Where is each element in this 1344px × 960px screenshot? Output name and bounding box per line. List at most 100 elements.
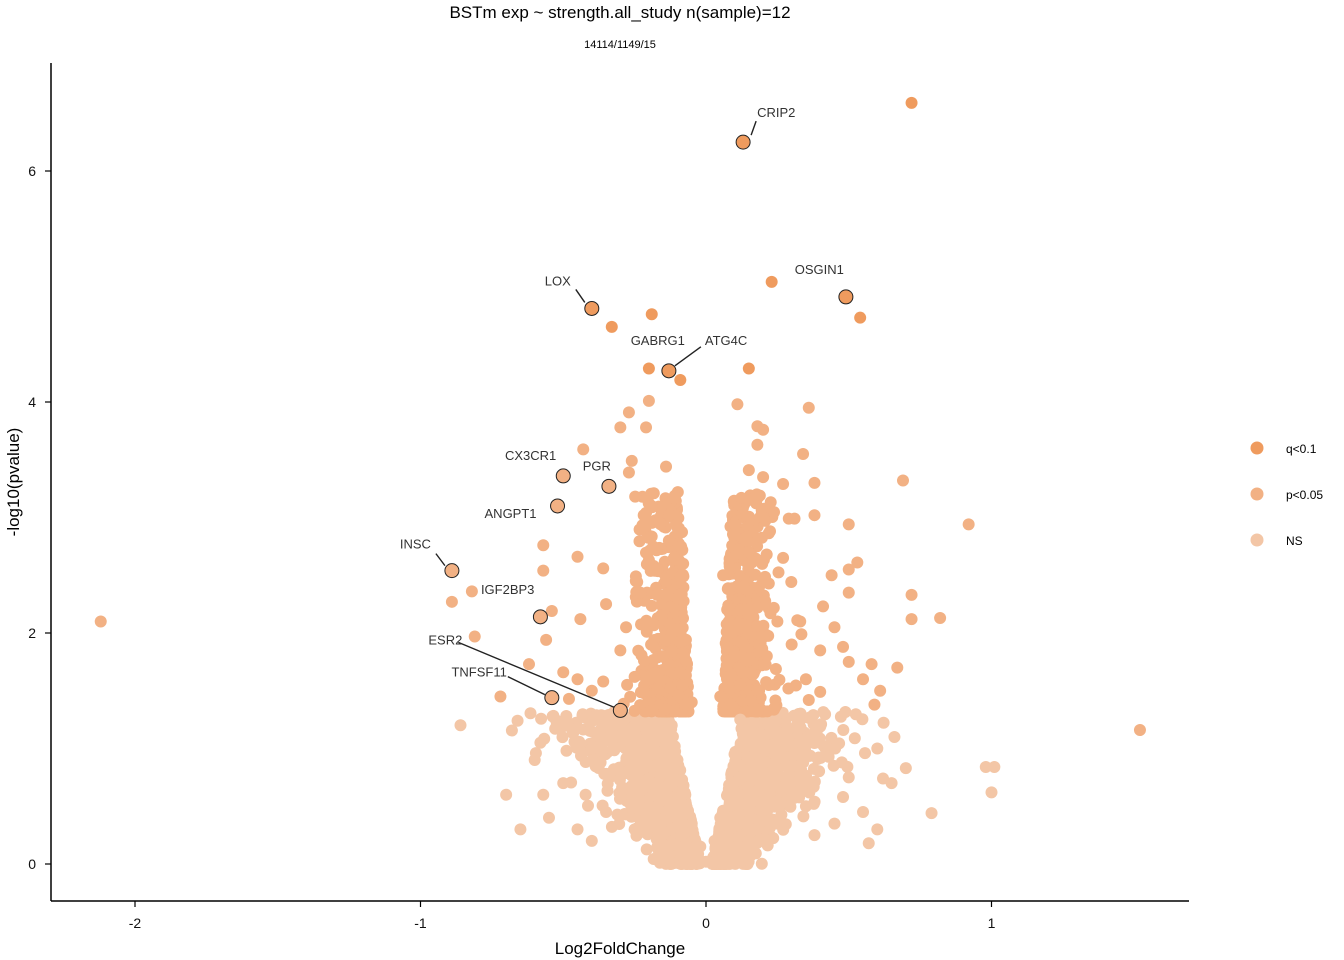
cloud-point [628,704,641,717]
cloud-point [645,599,658,612]
data-point [671,592,684,605]
data-point [742,546,755,559]
cloud-point [627,720,640,733]
cloud-point [859,747,871,760]
cloud-point [725,603,738,616]
cloud-point [732,831,744,844]
cloud-point [811,720,824,733]
cloud-point [660,575,672,588]
cloud-point [797,810,810,823]
cloud-point [635,742,648,755]
y-tick-label: 6 [28,163,36,179]
data-point [677,788,690,801]
data-point [642,673,655,686]
data-point [731,398,744,411]
data-point [651,563,664,576]
data-point [797,447,810,460]
data-point [757,471,770,484]
data-point [934,611,947,624]
cloud-point [590,709,603,722]
cloud-point [794,721,807,734]
cloud-point [709,855,721,868]
data-point [628,670,641,683]
cloud-point [674,666,687,679]
data-point [657,650,670,663]
data-point [537,539,550,552]
cloud-point [595,722,608,735]
cloud-point [784,800,797,813]
data-point [465,585,478,598]
cloud-point [756,755,769,767]
cloud-point [795,628,808,641]
data-point [745,667,758,680]
data-point [722,782,735,795]
cloud-point [560,744,573,757]
labeled-point [555,468,571,484]
data-point [557,777,570,790]
data-point [837,791,850,804]
cloud-point [654,501,667,514]
data-point [828,621,841,634]
data-point [757,794,770,807]
data-point [677,557,690,570]
data-point [542,811,555,824]
data-point [874,684,887,697]
data-point [622,466,635,479]
data-point [857,673,870,686]
data-point [828,817,841,830]
gene-label: INSC [400,537,431,552]
data-point [645,308,658,321]
x-tick-label: 1 [988,915,996,931]
legend: q<0.1 p<0.05 NS [1250,441,1323,548]
data-point [734,713,747,726]
cloud-point [760,548,773,561]
gene-label: LOX [545,273,571,288]
cloud-point [772,566,785,579]
cloud-point [721,673,733,685]
data-point [762,678,775,691]
cloud-point [782,682,795,695]
data-point [785,759,798,772]
data-point [751,438,764,451]
cloud-point [839,706,852,718]
cloud-point [743,510,755,523]
data-point [854,311,867,324]
data-point [634,586,647,599]
cloud-point [755,857,768,870]
labeled-point [550,498,566,514]
cloud-point [576,708,589,721]
cloud-point [611,808,624,821]
data-point [871,823,884,836]
gene-label: ATG4C [705,333,747,348]
data-point [665,719,678,732]
cloud-point [807,780,820,793]
legend-label: q<0.1 [1286,442,1317,456]
cloud-point [653,856,666,869]
gene-labels-layer: CRIP2 OSGIN1 LOX GABRG1 ATG4C CX3CR1 PGR ANGPT1… [400,105,844,709]
x-tick-label: -1 [414,915,427,931]
data-point [814,685,827,698]
data-point [571,673,584,686]
data-point [871,742,884,755]
data-point [842,771,855,784]
gene-label: OSGIN1 [795,262,844,277]
cloud-point [735,491,748,504]
labeled-point [661,363,677,379]
cloud-point [743,822,755,835]
cloud-point [654,769,667,782]
data-point [979,760,992,773]
cloud-point [767,832,780,845]
gene-label: ESR2 [428,632,462,647]
cloud-point [744,724,757,736]
cloud-point [640,616,653,628]
cloud-point [649,747,662,760]
cloud-point [756,764,769,777]
cloud-point [631,802,644,815]
cloud-point [738,532,751,545]
cloud-point [743,796,756,809]
data-point [728,650,741,663]
cloud-point [721,857,734,870]
cloud-point [753,728,766,741]
cloud-point [624,690,637,703]
data-point [585,742,598,755]
